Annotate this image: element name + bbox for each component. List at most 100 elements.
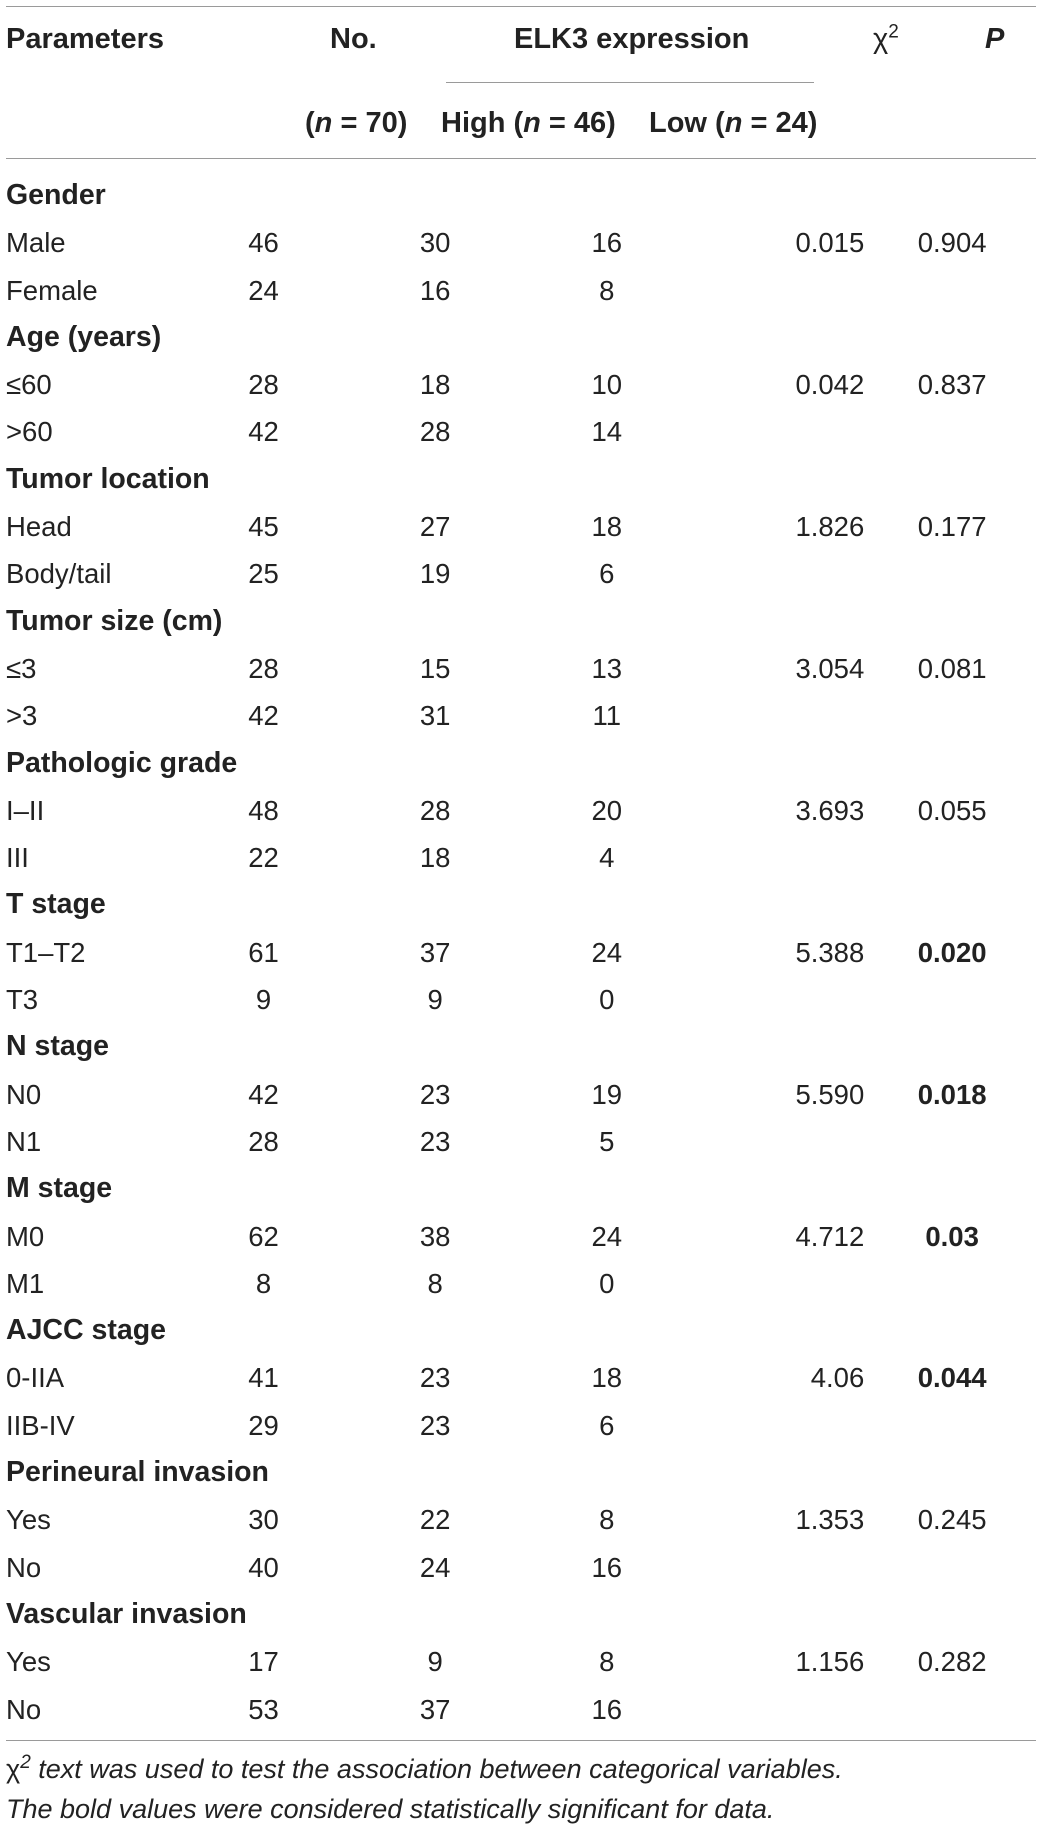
category-row: Tumor location	[6, 456, 1036, 503]
category-label: Age (years)	[6, 320, 162, 353]
cell-low: 0	[599, 1267, 615, 1299]
cell-no: 40	[248, 1551, 279, 1583]
cell-p-value: 0.055	[917, 794, 987, 826]
cell-high: 23	[419, 1125, 451, 1157]
cell-no: 42	[248, 700, 279, 732]
cell-low: 24	[591, 936, 623, 968]
table-row: T1–T2 61 37 24 5.388 0.020	[6, 929, 1036, 976]
cell-high: 18	[419, 369, 451, 401]
cell-p-value	[864, 1260, 1036, 1307]
cell-chi-square: 3.693	[795, 794, 865, 826]
cell-chi-square: 3.054	[795, 652, 865, 684]
cell-no: 17	[248, 1646, 279, 1678]
cell-low: 10	[591, 369, 623, 401]
table-row: N0 42 23 19 5.590 0.018	[6, 1071, 1036, 1118]
cell-chi-square	[693, 692, 865, 739]
footnote-1: χ2 text was used to test the association…	[6, 1752, 843, 1786]
header-low: Low (n = 24)	[649, 107, 818, 139]
table-bottom-rule	[6, 1740, 1036, 1741]
category-row: Tumor size (cm)	[6, 598, 1036, 645]
table-row: Yes 30 22 8 1.353 0.245	[6, 1496, 1036, 1543]
category-label: T stage	[6, 888, 106, 921]
cell-high: 8	[427, 1267, 443, 1299]
table-top-rule	[6, 6, 1036, 7]
cell-chi-square	[693, 834, 865, 881]
category-row: Gender	[6, 172, 1036, 219]
cell-low: 8	[599, 274, 615, 306]
table-row: >60 42 28 14	[6, 408, 1036, 455]
row-label: I–II	[6, 794, 45, 826]
category-label: Gender	[6, 179, 106, 211]
cell-p-value	[864, 408, 1036, 455]
table-row: I–II 48 28 20 3.693 0.055	[6, 787, 1036, 834]
category-label: Tumor location	[6, 462, 210, 495]
cell-chi-square	[693, 1544, 865, 1591]
cell-low: 18	[591, 1362, 623, 1394]
footnote-1-text: text was used to test the association be…	[30, 1754, 843, 1784]
cell-no: 48	[248, 794, 279, 826]
cell-low: 4	[599, 842, 615, 874]
cell-low: 16	[591, 227, 623, 259]
row-label: >60	[6, 416, 53, 448]
row-label: Male	[6, 227, 66, 259]
cell-no: 61	[248, 936, 279, 968]
row-label: >3	[6, 700, 38, 732]
cell-low: 6	[599, 558, 615, 590]
cell-p-value: 0.837	[917, 369, 987, 401]
cell-high: 15	[419, 652, 451, 684]
cell-p-value: 0.044	[917, 1362, 987, 1394]
table-row: Female 24 16 8	[6, 267, 1036, 314]
cell-high: 19	[419, 558, 451, 590]
cell-p-value: 0.282	[917, 1646, 987, 1678]
cell-low: 20	[591, 794, 623, 826]
cell-no: 42	[248, 416, 279, 448]
table-row: ≤60 28 18 10 0.042 0.837	[6, 361, 1036, 408]
cell-no: 8	[255, 1267, 272, 1299]
cell-low: 16	[591, 1551, 623, 1583]
cell-no: 62	[248, 1220, 279, 1252]
cell-low: 6	[599, 1409, 615, 1441]
header-p-label: P	[985, 23, 1005, 55]
row-label: N0	[6, 1078, 42, 1110]
row-label: IIB-IV	[6, 1409, 75, 1441]
row-label: ≤3	[6, 652, 37, 684]
category-label: AJCC stage	[6, 1314, 166, 1347]
table-row: No 53 37 16	[6, 1686, 1036, 1733]
table-row: N1 28 23 5	[6, 1118, 1036, 1165]
cell-no: 9	[255, 984, 272, 1016]
cell-chi-square	[693, 550, 865, 597]
cell-low: 24	[591, 1220, 623, 1252]
data-table: Gender Male 46 30 16 0.015 0.904 Female 24 16 8 Age…	[6, 172, 1036, 1733]
cell-chi-square: 0.015	[795, 227, 865, 259]
category-row: AJCC stage	[6, 1307, 1036, 1354]
header-no: No.	[330, 23, 377, 55]
cell-low: 14	[591, 416, 623, 448]
cell-high: 31	[419, 700, 451, 732]
category-row: Age (years)	[6, 314, 1036, 361]
cell-p-value: 0.018	[917, 1078, 987, 1110]
table-row: 0-IIA 41 23 18 4.06 0.044	[6, 1354, 1036, 1401]
footnote-chi-symbol: χ	[6, 1754, 21, 1784]
cell-p-value	[864, 834, 1036, 881]
cell-no: 28	[248, 369, 279, 401]
cell-p-value	[864, 1544, 1036, 1591]
cell-low: 11	[592, 700, 622, 732]
cell-high: 9	[427, 984, 443, 1016]
table-row: Body/tail 25 19 6	[6, 550, 1036, 597]
row-label: Female	[6, 274, 98, 306]
cell-chi-square	[693, 1686, 865, 1733]
row-label: N1	[6, 1125, 42, 1157]
category-label: M stage	[6, 1172, 113, 1205]
row-label: No	[6, 1551, 42, 1583]
table-row: Head 45 27 18 1.826 0.177	[6, 503, 1036, 550]
cell-high: 28	[419, 416, 451, 448]
cell-high: 18	[419, 842, 451, 874]
cell-high: 9	[427, 1646, 443, 1678]
cell-chi-square: 5.388	[795, 936, 865, 968]
cell-high: 23	[419, 1078, 451, 1110]
cell-chi-square	[693, 267, 865, 314]
header-chi-square: χ2	[873, 22, 899, 56]
category-label: Perineural invasion	[6, 1456, 269, 1489]
cell-p-value: 0.904	[917, 227, 987, 259]
